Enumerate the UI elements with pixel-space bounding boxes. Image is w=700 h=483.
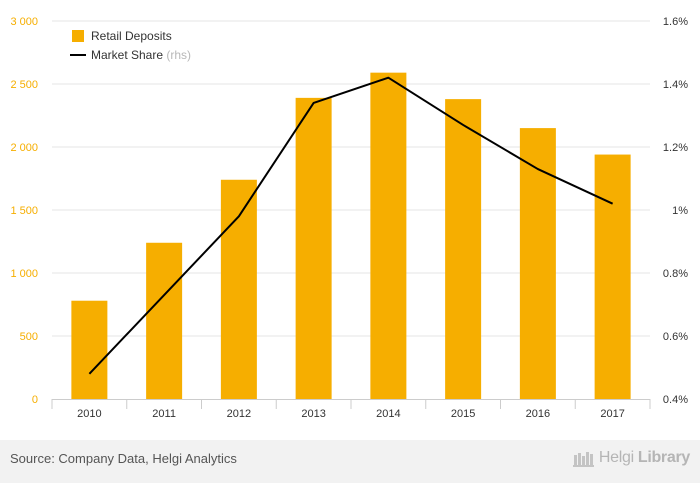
y-left-tick-label: 3 000 — [10, 16, 38, 28]
axes: 0 500 1 000 1 500 2 000 2 500 3 000 0.4% 0.6% 0.8… — [10, 16, 688, 420]
y-right-tick-label: 1% — [672, 205, 688, 217]
x-tick-label: 2011 — [152, 408, 176, 420]
y-left-tick-label: 1 000 — [10, 268, 38, 280]
brand-logo: Helgi Library — [572, 449, 690, 467]
market-share-line — [88, 76, 614, 375]
x-tick-label: 2013 — [301, 408, 325, 420]
x-tick-label: 2014 — [376, 408, 400, 420]
legend-label-market-share: Market Share (rhs) — [91, 48, 191, 62]
brand-name-light: Helgi — [598, 449, 634, 466]
x-tick-label: 2015 — [451, 408, 475, 420]
y-left-tick-label: 500 — [20, 331, 38, 343]
y-left-tick-label: 1 500 — [10, 205, 38, 217]
y-left-tick-label: 0 — [32, 394, 38, 406]
line-market-share — [88, 76, 614, 375]
legend-label-retail-deposits: Retail Deposits — [91, 29, 172, 43]
library-logo-icon — [572, 452, 594, 467]
source-note: Source: Company Data, Helgi Analytics — [10, 451, 237, 466]
x-tick-label: 2012 — [227, 408, 251, 420]
bar-retail-deposits-2013 — [295, 97, 332, 400]
bar-retail-deposits-2012 — [220, 179, 257, 399]
y-right-tick-label: 1.6% — [663, 16, 688, 28]
bars — [71, 72, 631, 400]
brand-name-bold: Library — [637, 449, 690, 466]
bar-retail-deposits-2017 — [594, 154, 631, 399]
y-right-tick-label: 0.8% — [663, 268, 688, 280]
bar-retail-deposits-2015 — [445, 99, 482, 400]
bar-retail-deposits-2010 — [71, 300, 108, 399]
legend-label-rhs-suffix: (rhs) — [166, 48, 191, 62]
y-right-tick-label: 0.4% — [663, 394, 688, 406]
x-tick-label: 2010 — [77, 408, 101, 420]
y-right-tick-label: 1.2% — [663, 142, 688, 154]
legend: Retail Deposits Market Share (rhs) — [70, 29, 191, 62]
bar-retail-deposits-2016 — [519, 128, 556, 399]
y-right-tick-label: 0.6% — [663, 331, 688, 343]
legend-swatch-retail-deposits — [72, 30, 84, 42]
y-right-tick-label: 1.4% — [663, 79, 688, 91]
y-left-tick-label: 2 000 — [10, 142, 38, 154]
bar-retail-deposits-2011 — [146, 242, 183, 399]
bar-retail-deposits-2014 — [370, 72, 407, 399]
x-tick-label: 2016 — [526, 408, 550, 420]
x-tick-label: 2017 — [600, 408, 624, 420]
y-left-tick-label: 2 500 — [10, 79, 38, 91]
